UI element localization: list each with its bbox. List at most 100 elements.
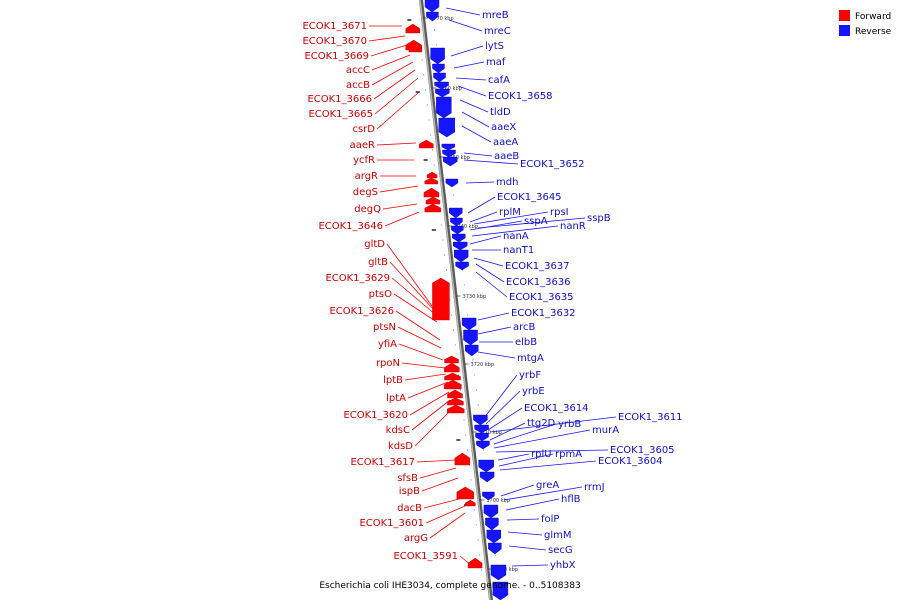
- legend-reverse-swatch: [839, 25, 850, 36]
- leader-line: [469, 220, 523, 231]
- grid-dot: [476, 389, 477, 391]
- leader-line: [404, 373, 447, 381]
- leader-line: [477, 326, 512, 335]
- leader-line: [459, 99, 489, 113]
- leader-line: [395, 310, 441, 341]
- forward-feature: [447, 397, 464, 406]
- gene-label-sfsb: sfsB: [397, 473, 418, 484]
- gene-label-lyts: lytS: [485, 41, 504, 52]
- gene-label-ecok1-3591: ECOK1_3591: [393, 551, 458, 562]
- reverse-feature: [424, 0, 440, 13]
- gene-label-accb: accB: [346, 80, 370, 91]
- leader-line: [389, 261, 435, 311]
- grid-dot: [477, 539, 479, 541]
- forward-feature: [424, 177, 438, 185]
- reverse-feature: [430, 47, 445, 65]
- gene-label-ecok1-3670: ECOK1_3670: [302, 36, 367, 47]
- forward-feature: [465, 499, 476, 507]
- grid-dot: [428, 119, 430, 121]
- gene-label-csrd: csrD: [352, 124, 375, 135]
- reverse-feature: [463, 329, 478, 346]
- gene-label-mreb: mreB: [482, 10, 509, 21]
- grid-dot: [454, 344, 456, 346]
- reverse-feature: [442, 149, 456, 158]
- gene-label-ecok1-3617: ECOK1_3617: [350, 457, 415, 468]
- leader-line: [461, 111, 490, 128]
- leader-line: [463, 152, 493, 157]
- legend: Forward Reverse: [839, 10, 892, 37]
- leader-line: [370, 44, 408, 57]
- grid-dot: [421, 59, 423, 61]
- gene-label-ecok1-3636: ECOK1_3636: [506, 277, 571, 288]
- grid-dot: [481, 569, 482, 571]
- leader-line: [414, 409, 452, 447]
- reverse-feature: [453, 249, 469, 263]
- forward-feature: [408, 41, 423, 53]
- gene-label-lptb: lptB: [383, 375, 403, 386]
- grid-dot: [435, 44, 437, 46]
- reverse-feature: [482, 491, 495, 501]
- gene-label-degs: degS: [353, 187, 378, 198]
- legend-reverse-label: Reverse: [855, 27, 892, 37]
- reverse-feature: [476, 440, 490, 450]
- reverse-feature: [485, 517, 499, 531]
- gene-label-ecok1-3635: ECOK1_3635: [509, 292, 574, 303]
- gene-label-ecok1-3665: ECOK1_3665: [308, 109, 373, 120]
- grid-dot: [495, 554, 497, 556]
- reverse-feature: [445, 178, 459, 188]
- reverse-feature: [432, 63, 445, 74]
- gene-label-hflb: hflB: [561, 494, 581, 505]
- gene-label-argg: argG: [404, 533, 428, 544]
- leader-line: [465, 181, 495, 184]
- grid-dot: [425, 89, 426, 91]
- grid-dot: [449, 299, 451, 301]
- reverse-feature: [426, 11, 439, 22]
- leader-line: [450, 45, 484, 57]
- gene-label-glmm: glmM: [544, 530, 572, 541]
- gene-label-dacb: dacB: [397, 503, 422, 514]
- forward-labels: ECOK1_3671 ECOK1_3670 ECOK1_3669 accC accB EC…: [302, 21, 472, 566]
- leader-line: [463, 159, 519, 165]
- gene-label-nant1: nanT1: [503, 245, 534, 256]
- forward-feature: [454, 452, 471, 466]
- tick-label: 3690 kbp: [494, 567, 518, 573]
- gene-label-mdh: mdh: [496, 177, 518, 188]
- leader-line: [382, 203, 418, 210]
- gene-label-ecok1-3645: ECOK1_3645: [497, 192, 562, 203]
- gene-label-aaea: aaeA: [493, 137, 518, 148]
- leader-line: [391, 277, 437, 316]
- gene-label-folp: folP: [541, 514, 559, 525]
- leader-line: [461, 125, 492, 143]
- gene-label-mrec: mreC: [484, 26, 511, 37]
- forward-feature: [467, 557, 483, 569]
- gene-label-ecok1-3614: ECOK1_3614: [524, 403, 589, 414]
- reverse-feature: [490, 564, 507, 581]
- legend-forward-swatch: [839, 10, 850, 21]
- tick-label: 3710 kbp: [478, 430, 502, 436]
- gene-label-accc: accC: [346, 65, 370, 76]
- forward-feature: [423, 187, 440, 198]
- gene-label-ycfr: ycfR: [353, 155, 375, 166]
- grid-dot: [483, 449, 484, 451]
- grid-dot: [446, 269, 447, 271]
- reverse-feature: [478, 459, 494, 473]
- gene-label-rplm: rplM: [499, 207, 521, 218]
- gene-label-cafa: cafA: [488, 75, 510, 86]
- grid-dot: [477, 404, 479, 406]
- grid-dot: [442, 239, 444, 241]
- reverse-feature: [450, 217, 463, 227]
- leader-line: [453, 61, 485, 69]
- gene-label-ecok1-3652: ECOK1_3652: [520, 159, 585, 170]
- caption: Escherichia coli IHE3034, complete genom…: [319, 581, 580, 591]
- reverse-feature: [453, 241, 468, 251]
- forward-feature: [444, 355, 459, 364]
- gene-label-ecok1-3601: ECOK1_3601: [359, 518, 424, 529]
- grid-dot: [479, 554, 481, 556]
- grid-dot: [433, 164, 435, 166]
- gene-label-maf: maf: [486, 57, 506, 68]
- gene-label-kdsd: kdsD: [388, 441, 413, 452]
- leader-line: [506, 518, 540, 521]
- gene-label-yrbe: yrbE: [522, 386, 545, 397]
- grid-dot: [440, 224, 442, 226]
